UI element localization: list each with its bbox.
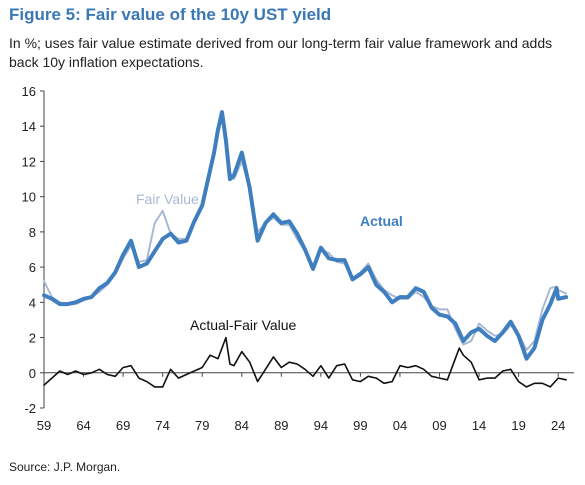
x-tick-label: 14 [472, 418, 486, 433]
series-line-fair-value [43, 114, 568, 351]
chart-source: Source: J.P. Morgan. [9, 460, 121, 474]
x-tick-label: 64 [76, 418, 90, 433]
x-tick-label: 59 [37, 418, 51, 433]
x-tick-label: 04 [393, 418, 407, 433]
x-tick-label: 99 [353, 418, 367, 433]
x-tick-label: 24 [551, 418, 565, 433]
x-tick-label: 79 [195, 418, 209, 433]
series-layer [42, 110, 569, 388]
chart-subtitle: In %; uses fair value estimate derived f… [9, 35, 553, 70]
annotation-fair-value: Fair Value [136, 191, 199, 207]
y-tick-label: 4 [29, 295, 36, 310]
x-tick-label: 19 [511, 418, 525, 433]
x-tick-label: 09 [432, 418, 446, 433]
annotation-actual: Actual [360, 213, 403, 229]
series-line-actual-fair-value [43, 336, 567, 388]
x-tick-label: 74 [155, 418, 169, 433]
y-tick-label: 10 [22, 190, 36, 205]
annotation-actual-fair-value: Actual-Fair Value [190, 317, 297, 333]
x-tick-label: 69 [116, 418, 130, 433]
y-tick-label: -2 [24, 401, 36, 416]
y-tick-label: 14 [22, 119, 36, 134]
y-tick-label: 12 [22, 154, 36, 169]
series-line-actual [42, 110, 569, 361]
x-tick-label: 84 [235, 418, 249, 433]
chart-title: Figure 5: Fair value of the 10y UST yiel… [9, 5, 332, 24]
y-tick-label: 8 [29, 225, 36, 240]
x-tick-label: 89 [274, 418, 288, 433]
y-tick-label: 16 [22, 84, 36, 99]
x-tick-label: 94 [314, 418, 328, 433]
y-tick-label: 0 [29, 366, 36, 381]
y-tick-label: 6 [29, 260, 36, 275]
y-tick-label: 2 [29, 331, 36, 346]
